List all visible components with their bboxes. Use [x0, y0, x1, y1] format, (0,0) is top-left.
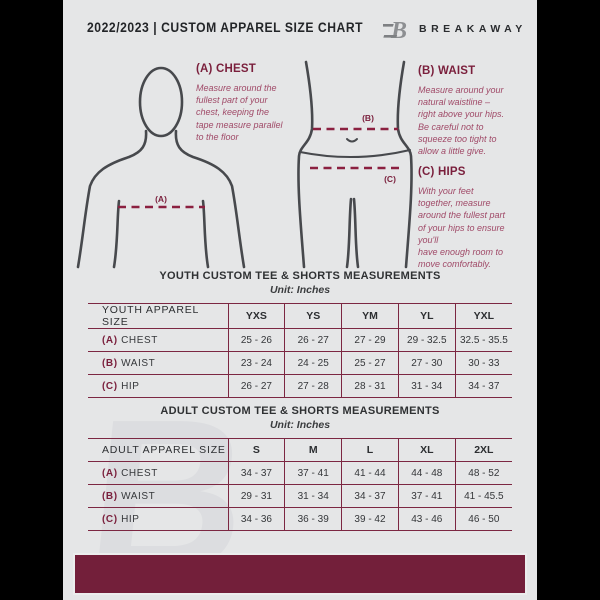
adult-size-label: ADULT APPAREL SIZE: [88, 438, 228, 462]
table-row: (B) WAIST 29 - 31 31 - 34 34 - 37 37 - 41 …: [88, 484, 512, 508]
measure-dash-lines: [118, 127, 401, 209]
col-ym: YM: [341, 303, 399, 329]
adult-table-section: ADULT CUSTOM TEE & SHORTS MEASUREMENTS U…: [63, 405, 537, 531]
waist-instruction-text: Measure around your natural waistline – …: [418, 85, 505, 157]
hips-instructions: (C) HIPS With your feet together, measur…: [418, 166, 530, 270]
waist-heading: (B) WAIST: [418, 65, 476, 77]
col-yxs: YXS: [227, 303, 285, 329]
chest-instructions: (A) CHEST Measure around the fullest par…: [196, 63, 308, 143]
col-yl: YL: [397, 303, 456, 329]
table-row: (A) CHEST 34 - 37 37 - 41 41 - 44 44 - 48 …: [88, 461, 512, 485]
chest-instruction-text: Measure around the fullest part of your …: [196, 83, 283, 142]
brand-lockup: B BREAKAWAY: [383, 14, 527, 44]
table-row: (A) CHEST 25 - 26 26 - 27 27 - 29 29 - 32.…: [88, 328, 512, 352]
youth-size-table: YOUTH APPAREL SIZE YXS YS YM YL YXL (A) …: [88, 303, 512, 398]
waist-instructions: (B) WAIST Measure around your natural wa…: [418, 65, 530, 157]
footer-accent-bar: [73, 553, 527, 595]
youth-table-title: YOUTH CUSTOM TEE & SHORTS MEASUREMENTS: [159, 270, 441, 282]
youth-table-unit: Unit: Inches: [269, 284, 331, 296]
table-row: (C) HIP 26 - 27 27 - 28 28 - 31 31 - 34 34…: [88, 374, 512, 398]
lower-body-figure-outline: [297, 60, 413, 269]
col-m: M: [284, 438, 342, 462]
col-xl: XL: [397, 438, 456, 462]
chest-heading: (A) CHEST: [196, 63, 256, 75]
breakaway-logo-icon: B: [383, 18, 407, 44]
table-row: (B) WAIST 23 - 24 24 - 25 25 - 27 27 - 30 …: [88, 351, 512, 375]
youth-size-label: YOUTH APPAREL SIZE: [88, 303, 228, 329]
col-ys: YS: [284, 303, 342, 329]
adult-table-unit: Unit: Inches: [269, 419, 331, 431]
youth-table-section: YOUTH CUSTOM TEE & SHORTS MEASUREMENTS U…: [63, 270, 537, 398]
measurement-diagram: (A) (B) (C): [76, 60, 413, 269]
col-yxl: YXL: [454, 303, 512, 329]
waist-line-label: (B): [362, 113, 374, 123]
svg-text:B: B: [390, 18, 407, 44]
col-s: S: [227, 438, 285, 462]
size-chart-sheet: B 2022/2023 | CUSTOM APPAREL SIZE CHART …: [63, 0, 537, 600]
table-header-row: YOUTH APPAREL SIZE YXS YS YM YL YXL: [88, 303, 512, 329]
table-row: (C) HIP 34 - 36 36 - 39 39 - 42 43 - 46 46…: [88, 507, 512, 531]
brand-name: BREAKAWAY: [419, 23, 527, 35]
hips-line-label: (C): [384, 174, 396, 184]
table-header-row: ADULT APPAREL SIZE S M L XL 2XL: [88, 438, 512, 462]
hips-instruction-text: With your feet together, measure around …: [418, 186, 506, 270]
adult-size-table: ADULT APPAREL SIZE S M L XL 2XL (A) CHES…: [88, 438, 512, 531]
torso-figure-outline: [76, 66, 246, 269]
page-title: 2022/2023 | CUSTOM APPAREL SIZE CHART: [87, 20, 364, 35]
col-2xl: 2XL: [454, 438, 512, 462]
hips-heading: (C) HIPS: [418, 166, 466, 178]
adult-table-title: ADULT CUSTOM TEE & SHORTS MEASUREMENTS: [160, 405, 440, 417]
col-l: L: [341, 438, 399, 462]
chest-line-label: (A): [155, 194, 167, 204]
